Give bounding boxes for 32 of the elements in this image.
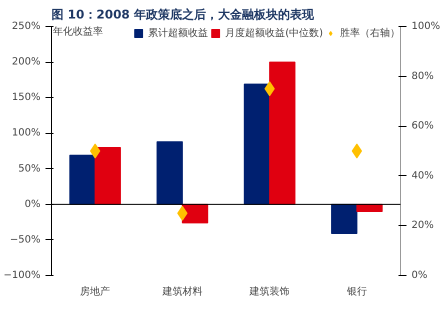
x-tick-label: 建筑材料: [161, 286, 202, 298]
legend-label: 累计超额收益: [148, 26, 208, 40]
y-tick-label: 0%: [24, 198, 41, 210]
point: [352, 144, 362, 158]
bar: [269, 62, 296, 205]
bar: [331, 204, 358, 234]
x-tick-label: 房地产: [80, 286, 110, 298]
bar: [156, 141, 183, 205]
bar: [69, 154, 96, 205]
point: [90, 144, 100, 158]
y-tick-label: −50%: [10, 234, 41, 246]
y-tick-label: 250%: [12, 21, 41, 32]
legend-label: 月度超额收益(中位数): [225, 26, 323, 40]
y2-tick-label: 80%: [412, 70, 434, 82]
y2-tick-label: 100%: [412, 21, 440, 32]
bar: [244, 84, 270, 205]
point: [264, 81, 275, 96]
y-tick-label: 150%: [12, 92, 41, 104]
legend-label: 胜率（右轴）: [340, 26, 400, 40]
bar: [94, 146, 121, 205]
point: [177, 206, 188, 221]
y2-tick-label: 40%: [412, 170, 434, 182]
chart-title: 图 10：2008 年政策底之后，大金融板块的表现: [52, 8, 315, 22]
y-tick-label: 200%: [12, 56, 41, 68]
x-tick-label: 建筑装饰: [248, 286, 290, 298]
y2-tick-label: 0%: [412, 270, 428, 281]
y2-tick-label: 60%: [412, 120, 434, 132]
y-tick-label: 50%: [18, 163, 41, 174]
y2-tick-label: 20%: [412, 220, 434, 232]
y-tick-label: −100%: [4, 270, 40, 281]
x-tick-label: 银行: [346, 286, 367, 298]
y-tick-label: 100%: [12, 128, 41, 139]
